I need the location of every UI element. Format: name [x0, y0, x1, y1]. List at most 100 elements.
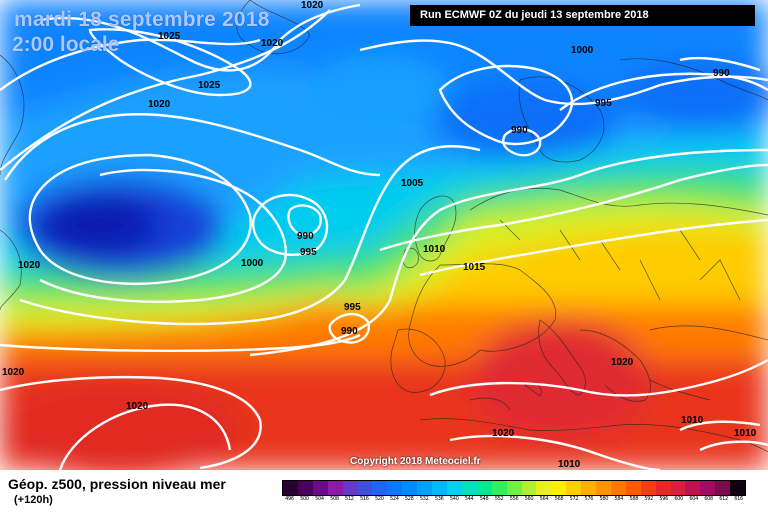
isobar-label: 990 [297, 231, 314, 242]
legend-tick-label: 548 [479, 496, 489, 502]
isobar-label: 995 [595, 98, 612, 109]
isobar-label: 1010 [423, 244, 446, 255]
model-run-label: Run ECMWF 0Z du jeudi 13 septembre 2018 [410, 5, 755, 26]
legend-tick-label: 612 [719, 496, 728, 502]
legend-tick-label: 564 [539, 496, 549, 502]
isobar-label: 1010 [734, 428, 757, 439]
legend-swatch [506, 481, 522, 495]
isobar-label: 995 [300, 247, 317, 258]
legend-tick-label: 540 [449, 496, 459, 502]
legend-tick-label: 600 [674, 496, 683, 502]
legend-swatch [387, 481, 403, 495]
legend-swatch [402, 481, 418, 495]
forecast-time: 2:00 locale [12, 33, 120, 56]
legend-swatch [446, 481, 462, 495]
legend-swatch [461, 481, 477, 495]
geopotential-field [0, 0, 768, 470]
isobar-label: 1025 [158, 31, 181, 42]
isobar-label: 1005 [401, 178, 424, 189]
legend-swatch [432, 481, 447, 495]
isobar-label: 990 [511, 125, 528, 136]
legend-tick-label: 568 [554, 496, 564, 502]
legend-tick-label: 592 [644, 496, 654, 502]
legend-tick-label: 508 [330, 496, 339, 502]
legend-tick-label: 516 [360, 496, 369, 502]
isobar-label: 1025 [198, 80, 221, 91]
legend-tick-label: 576 [584, 496, 594, 502]
forecast-date: mardi 18 septembre 2018 [14, 8, 270, 31]
isobar-label: 990 [341, 326, 358, 337]
isobar-label: 1020 [301, 0, 324, 11]
legend-tick-label: 500 [300, 496, 309, 502]
legend-tick-label: 608 [704, 496, 713, 502]
legend-swatch [715, 481, 731, 495]
color-scale-ticks: 496 500 504 508 512 516 520 524 528 532 536 540 544 5… [282, 496, 746, 506]
legend-swatch [700, 481, 716, 495]
legend-tick-label: 520 [374, 496, 384, 502]
color-scale-bar [282, 480, 746, 496]
isobar-label: 1020 [126, 401, 149, 412]
isobar-label: 990 [713, 68, 730, 79]
legend-tick-label: 580 [599, 496, 609, 502]
isobar-label: 1020 [611, 357, 634, 368]
legend-tick-label: 512 [345, 496, 354, 502]
legend-swatch [581, 481, 597, 495]
legend-swatch [536, 481, 552, 495]
legend-tick-label: 588 [629, 496, 639, 502]
legend-tick-label: 496 [285, 496, 294, 502]
copyright-notice: Copyright 2018 Meteociel.fr [350, 456, 481, 467]
isobar-label: 1000 [241, 258, 264, 269]
weather-map: 1025 1020 1025 1020 1020 1000 990 995 99… [0, 0, 768, 470]
legend-tick-label: 584 [614, 496, 624, 502]
legend-swatch [357, 481, 373, 495]
legend-swatch [596, 481, 611, 495]
isobar-label: 995 [344, 302, 361, 313]
forecast-lead-time: (+120h) [14, 494, 53, 506]
isobar-label: 1010 [558, 459, 581, 470]
legend-swatch [327, 481, 343, 495]
isobar-label: 1020 [2, 367, 25, 378]
isobar-label: 1020 [148, 99, 171, 110]
legend-swatch [730, 481, 746, 495]
legend-tick-label: 556 [509, 496, 519, 502]
legend-tick-label: 596 [659, 496, 669, 502]
legend-swatch [342, 481, 358, 495]
isobar-label: 1020 [492, 428, 515, 439]
legend-swatch [566, 481, 582, 495]
color-scale-legend: 496 500 504 508 512 516 520 524 528 532 536 540 544 5… [282, 480, 746, 505]
legend-tick-label: 536 [434, 496, 444, 502]
legend-tick-label: 544 [464, 496, 474, 502]
legend-swatch [551, 481, 567, 495]
isobar-label: 1015 [463, 262, 486, 273]
isobar-label: 1010 [681, 415, 704, 426]
legend-swatch [312, 481, 328, 495]
isobar-label: 1020 [18, 260, 41, 271]
legend-swatch [625, 481, 641, 495]
legend-swatch [670, 481, 686, 495]
legend-swatch [521, 481, 537, 495]
legend-swatch [297, 481, 313, 495]
legend-swatch [476, 481, 492, 495]
legend-tick-label: 604 [689, 496, 698, 502]
legend-tick-label: 560 [524, 496, 534, 502]
legend-swatch [491, 481, 507, 495]
legend-tick-label: 552 [494, 496, 504, 502]
legend-swatch [655, 481, 671, 495]
isobar-label: 1020 [261, 38, 284, 49]
map-footer: Géop. z500, pression niveau mer (+120h) … [0, 470, 768, 512]
legend-tick-label: 532 [419, 496, 429, 502]
legend-swatch [610, 481, 626, 495]
legend-tick-label: 524 [389, 496, 399, 502]
isobar-label: 1000 [571, 45, 594, 56]
legend-swatch [685, 481, 701, 495]
legend-swatch [417, 481, 433, 495]
isobars [0, 3, 768, 470]
legend-swatch [640, 481, 656, 495]
legend-tick-label: 572 [569, 496, 579, 502]
map-title: Géop. z500, pression niveau mer [8, 476, 226, 492]
legend-tick-label: 504 [315, 496, 324, 502]
legend-tick-label: 616 [734, 496, 743, 502]
legend-swatch [283, 481, 298, 495]
legend-tick-label: 528 [404, 496, 414, 502]
legend-swatch [372, 481, 388, 495]
